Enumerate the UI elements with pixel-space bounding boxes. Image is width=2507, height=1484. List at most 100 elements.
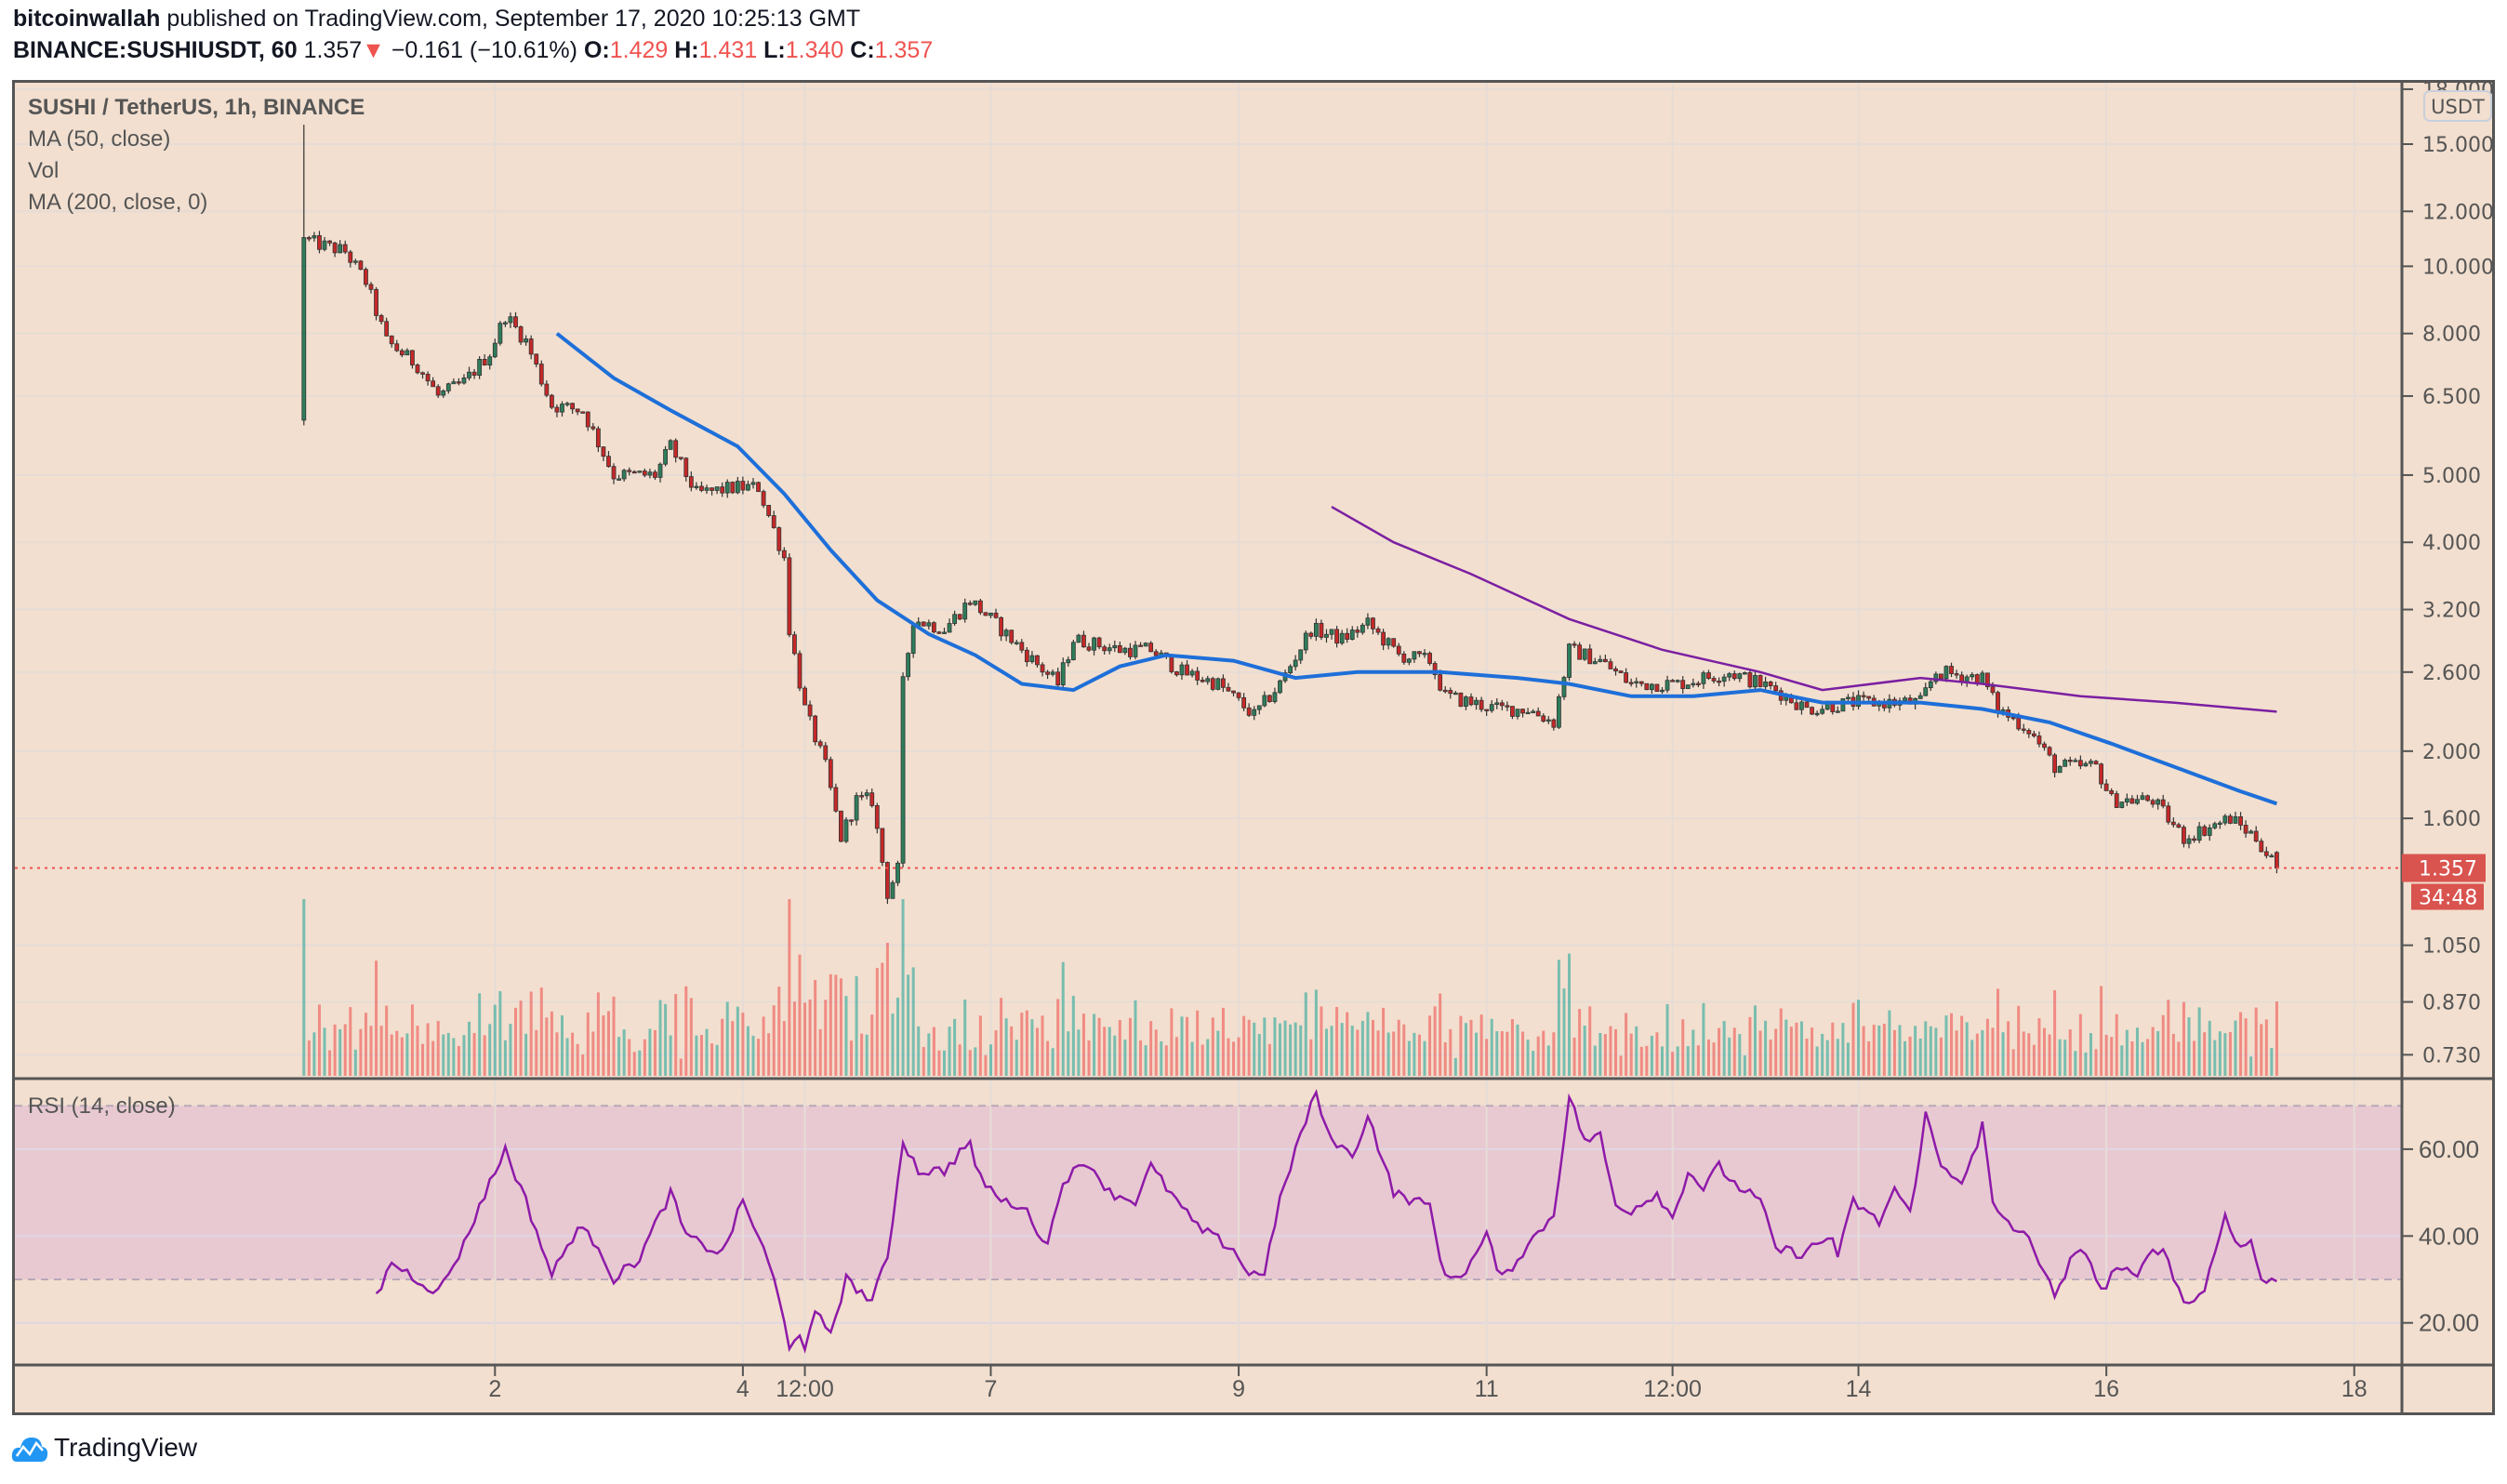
candle-body — [2114, 793, 2119, 808]
volume-bar — [907, 974, 910, 1076]
volume-bar — [560, 1015, 564, 1076]
volume-bar — [379, 1026, 383, 1076]
time-tick-label: 9 — [1232, 1376, 1245, 1402]
candle-body — [1452, 692, 1458, 696]
candle-body — [1866, 696, 1872, 699]
volume-bar — [2078, 1014, 2082, 1076]
volume-bar — [746, 1026, 749, 1076]
candle-body — [560, 404, 564, 413]
tradingview-cloud-icon — [11, 1438, 48, 1462]
candle-body — [1278, 680, 1282, 694]
candle-body — [1731, 673, 1737, 680]
volume-bar — [1061, 961, 1065, 1076]
candle-body — [585, 411, 590, 428]
volume-bar — [839, 978, 842, 1076]
volume-bar — [1578, 1009, 1582, 1076]
candle-body — [2217, 822, 2222, 825]
rsi-line — [375, 1089, 2277, 1354]
candle-body — [1810, 707, 1814, 715]
candle-body — [1215, 678, 1221, 690]
candle-body — [947, 623, 952, 633]
candle-body — [817, 741, 823, 747]
candle-body — [1545, 719, 1551, 722]
volume-bar — [994, 1030, 998, 1076]
volume-bar — [988, 1044, 992, 1076]
candle-body — [730, 482, 736, 494]
volume-bar — [2011, 1049, 2015, 1076]
candle-body — [2140, 795, 2145, 801]
volume-bar — [1918, 1038, 1922, 1076]
volume-bar — [364, 1013, 367, 1076]
volume-bar — [1299, 1025, 1303, 1076]
low-value: 1.340 — [785, 37, 844, 63]
volume-bar — [1877, 1025, 1881, 1076]
volume-bar — [1676, 1046, 1679, 1076]
candle-body — [839, 810, 843, 842]
candle-body — [1205, 678, 1211, 682]
candle-body — [2176, 824, 2182, 828]
volume-bar — [1186, 1016, 1189, 1076]
volume-bar — [1862, 1026, 1865, 1076]
volume-bar — [978, 1015, 982, 1076]
candle-body — [570, 403, 576, 410]
volume-bar — [927, 1033, 931, 1076]
legend-vol[interactable]: Vol — [28, 158, 60, 183]
volume-bar — [1583, 1026, 1586, 1076]
price-change: −0.161 (−10.61%) — [391, 37, 577, 63]
candle-body — [1928, 681, 1933, 689]
volume-bar — [1908, 1036, 1912, 1076]
countdown-badge — [2411, 883, 2484, 910]
volume-bar — [565, 1038, 569, 1076]
candle-body — [843, 819, 849, 842]
legend-ma200[interactable]: MA (200, close, 0) — [28, 190, 208, 215]
volume-bar — [1371, 1019, 1374, 1076]
candle-body — [1200, 680, 1205, 682]
volume-bar — [1536, 1036, 1540, 1076]
candle-body — [1267, 695, 1272, 702]
volume-bar — [596, 992, 600, 1076]
candle-body — [1717, 680, 1721, 683]
candle-body — [1557, 696, 1561, 728]
volume-bar — [472, 1032, 476, 1076]
candle-body — [766, 505, 772, 516]
volume-bar — [844, 996, 848, 1076]
volume-bar — [1335, 1006, 1339, 1076]
volume-bar — [2197, 1007, 2201, 1076]
volume-bar — [2260, 1024, 2263, 1076]
price-tick-label: 0.870 — [2422, 992, 2481, 1015]
legend-rsi[interactable]: RSI (14, close) — [28, 1093, 176, 1119]
candle-body — [1014, 642, 1019, 644]
volume-bar — [741, 1013, 745, 1076]
candle-body — [1143, 643, 1148, 647]
legend-title: SUSHI / TetherUS, 1h, BINANCE — [28, 95, 365, 120]
candle-body — [1045, 671, 1050, 675]
volume-bar — [1753, 1005, 1757, 1076]
volume-bar — [1439, 993, 1442, 1076]
candle-body — [1256, 705, 1262, 710]
volume-bar — [963, 1000, 967, 1076]
candle-body — [1313, 622, 1319, 637]
volume-bar — [814, 979, 817, 1076]
candle-body — [2160, 799, 2166, 807]
candle-body — [1721, 676, 1727, 682]
volume-bar — [953, 1018, 957, 1076]
candle-body — [1598, 658, 1603, 662]
volume-bar — [1712, 1042, 1716, 1076]
candle-body — [471, 371, 477, 377]
currency-button[interactable] — [2423, 90, 2492, 122]
candle-body — [1236, 692, 1241, 698]
candle-body — [1148, 643, 1154, 653]
candle-body — [833, 787, 839, 812]
tradingview-logo[interactable]: TradingView — [11, 1432, 197, 1464]
volume-bar — [1056, 999, 1060, 1076]
candle-body — [1195, 670, 1200, 681]
volume-bar — [1433, 1006, 1437, 1076]
candle-body — [524, 338, 529, 343]
legend-ma50[interactable]: MA (50, close) — [28, 126, 171, 152]
candle-body — [714, 486, 720, 491]
candle-body — [389, 335, 394, 345]
candle-body — [2182, 827, 2186, 844]
volume-bar — [581, 1053, 585, 1076]
volume-bar — [1097, 1017, 1101, 1076]
